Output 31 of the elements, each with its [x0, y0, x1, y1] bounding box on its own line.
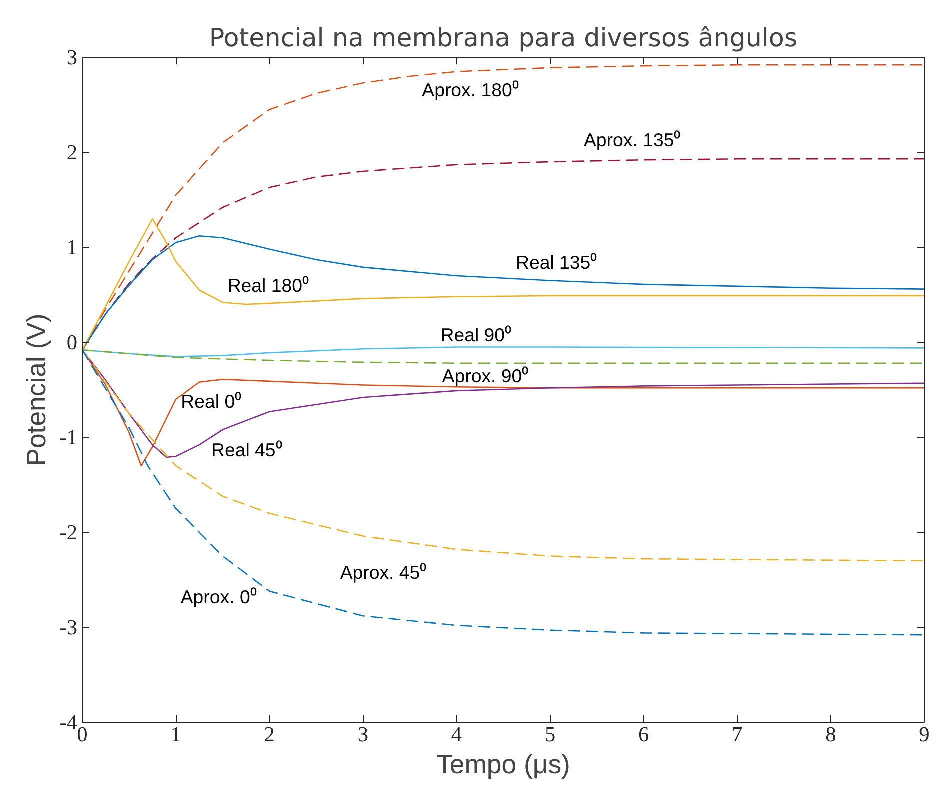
y-tick-label: -2: [60, 520, 78, 544]
y-axis-title: Potencial (V): [22, 314, 52, 466]
x-tick-label: 9: [919, 722, 930, 746]
series-label: Aprox. 0⁰: [180, 586, 258, 608]
series-label: Real 90⁰: [440, 324, 512, 346]
x-tick-label: 3: [358, 722, 369, 746]
x-tick-label: 4: [451, 722, 462, 746]
x-tick-label: 2: [264, 722, 275, 746]
line-series: [82, 349, 924, 364]
series-label: Aprox. 135⁰: [584, 130, 682, 151]
x-tick-label: 5: [544, 722, 556, 746]
series-label: Aprox. 180⁰: [422, 79, 520, 100]
x-tick-label: 7: [732, 722, 744, 746]
series-label: Aprox. 90⁰: [442, 365, 530, 386]
y-tick-label: -4: [60, 710, 78, 734]
y-tick-label: 1: [66, 236, 78, 260]
series-label: Real 135⁰: [516, 252, 598, 274]
y-tick-label: -3: [60, 616, 78, 640]
x-tick-label: 6: [638, 722, 650, 746]
chart-title: Potencial na membrana para diversos ângulos: [209, 22, 798, 52]
y-tick-label: -1: [60, 426, 78, 450]
x-axis-title: Tempo (μs): [436, 750, 570, 780]
series-label: Real 0⁰: [181, 390, 242, 412]
series-label: Real 45⁰: [212, 439, 283, 460]
y-tick-label: 2: [66, 140, 78, 164]
x-tick-label: 1: [170, 722, 182, 746]
series-label: Real 180⁰: [228, 275, 310, 296]
series-label: Aprox. 45⁰: [340, 562, 428, 583]
y-tick-label: 0: [66, 330, 78, 354]
x-tick-label: 8: [826, 722, 836, 746]
y-tick-label: 3: [66, 46, 78, 70]
